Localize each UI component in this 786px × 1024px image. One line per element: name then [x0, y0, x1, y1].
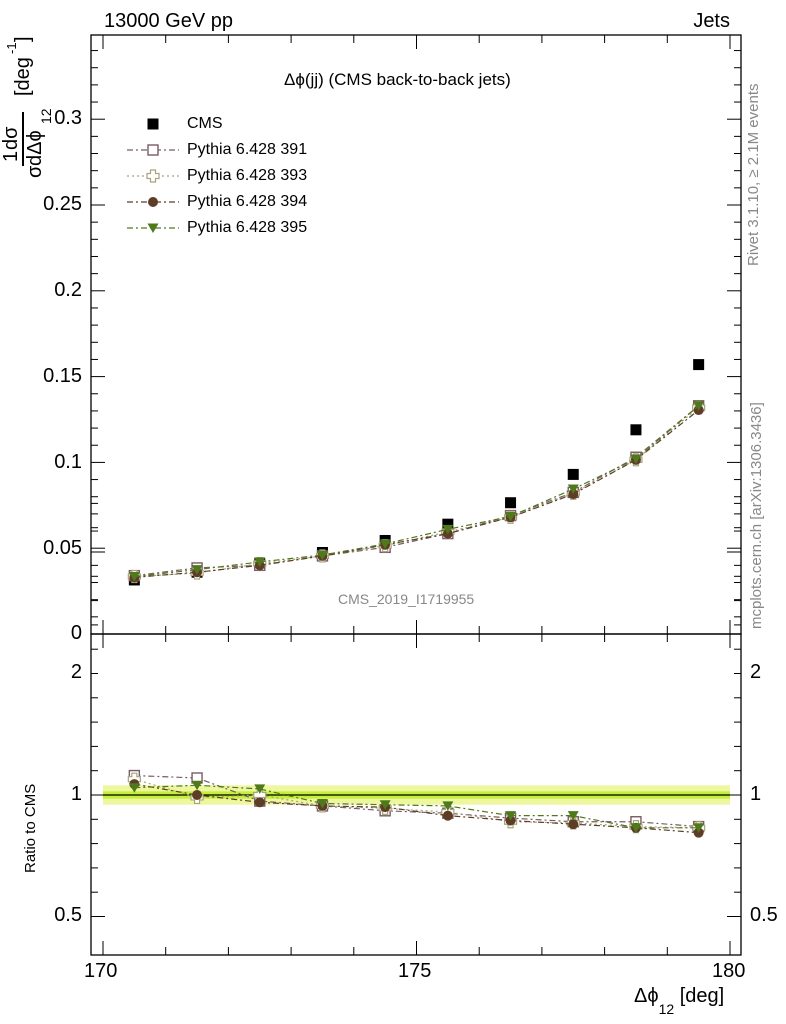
analysis-watermark: CMS_2019_I1719955	[338, 591, 475, 607]
legend-marker	[147, 223, 159, 233]
ratio-y-tick-label-right: 1	[750, 783, 762, 805]
ratio-data-point	[128, 783, 140, 793]
series-line	[134, 407, 700, 578]
chart-title: Δϕ(jj) (CMS back-to-back jets)	[284, 70, 511, 89]
ratio-data-point	[568, 819, 579, 830]
legend-label-395: Pythia 6.428 395	[187, 219, 308, 236]
legend-marker	[147, 118, 159, 130]
y-label-unit-exp: -1	[4, 42, 19, 54]
legend-marker	[146, 169, 160, 183]
y-label-num: 1	[0, 150, 22, 162]
ratio-data-point	[693, 823, 705, 833]
ratio-data-point	[192, 790, 203, 800]
ratio-y-tick-label: 2	[70, 661, 82, 683]
data-point	[505, 511, 517, 522]
y-tick-label: 0.15	[43, 365, 82, 387]
ratio-series-line	[134, 783, 699, 834]
legend-label-394: Pythia 6.428 394	[187, 193, 308, 210]
legend-label-391: Pythia 6.428 391	[187, 141, 308, 158]
ratio-data-point	[442, 801, 454, 811]
data-point	[630, 454, 642, 464]
ratio-data-point	[254, 784, 266, 794]
ratio-y-tick-label: 0.5	[54, 904, 82, 926]
data-point	[316, 550, 328, 561]
x-label-main: Δϕ	[634, 985, 659, 1007]
data-point	[693, 401, 705, 411]
ratio-data-point	[567, 811, 579, 821]
ratio-series-line	[134, 778, 699, 829]
y-axis-label: 1 dσ σ dΔϕ 12 [deg -1 ]	[0, 28, 54, 178]
legend-marker	[147, 144, 159, 156]
legend-label-cms: CMS	[187, 115, 223, 132]
data-point	[254, 557, 266, 567]
ratio-data-point	[630, 823, 642, 833]
ratio-data-point	[316, 799, 328, 809]
y-tick-label: 0.3	[54, 107, 82, 129]
y-tick-label: 0.25	[43, 193, 82, 215]
y-label-dsigma: dσ	[0, 126, 22, 150]
data-point	[567, 468, 579, 480]
legend-label-393: Pythia 6.428 393	[187, 167, 308, 184]
mcplots-info: mcplots.cern.ch [arXiv:1306.3436]	[748, 402, 765, 629]
y-label-sub: 12	[38, 108, 54, 124]
x-label-unit: [deg]	[679, 985, 725, 1007]
series-line	[134, 405, 700, 577]
ratio-data-point	[379, 800, 391, 810]
y-tick-label: 0.1	[54, 451, 82, 473]
ratio-y-tick-label-right: 2	[750, 661, 762, 683]
data-point	[442, 518, 454, 530]
x-tick-label: 175	[398, 960, 432, 982]
data-point	[191, 565, 203, 575]
x-tick-label: 170	[84, 960, 118, 982]
y-tick-label: 0	[70, 622, 82, 644]
ratio-y-tick-label: 1	[70, 783, 82, 805]
data-point	[505, 497, 517, 509]
ratio-panel	[90, 502, 742, 956]
header-jets-label: Jets	[693, 10, 730, 32]
main-panel	[90, 34, 742, 635]
header-energy-label: 13000 GeV pp	[104, 10, 233, 32]
y-label-unit: [deg	[12, 57, 34, 96]
ratio-y-axis-label: Ratio to CMS	[22, 783, 39, 873]
data-point	[693, 359, 705, 371]
ratio-data-point	[442, 810, 453, 821]
series-line	[134, 409, 700, 578]
data-point	[128, 572, 140, 582]
rivet-info: Rivet 3.1.10, ≥ 2.1M events	[745, 83, 762, 267]
ratio-y-tick-label-right: 0.5	[750, 904, 778, 926]
y-label-sigma: σ	[24, 165, 46, 178]
x-label-sub: 12	[658, 1001, 675, 1017]
legend-marker	[148, 197, 158, 207]
ratio-data-point	[505, 811, 517, 821]
ratio-series-line	[134, 784, 699, 829]
data-point	[442, 524, 454, 535]
series-line	[134, 405, 700, 578]
data-point	[568, 489, 579, 500]
data-point	[630, 424, 642, 436]
data-point	[567, 484, 579, 494]
ratio-data-point	[191, 780, 203, 791]
legend-markers	[127, 118, 179, 233]
y-label-unit-close: ]	[12, 36, 34, 42]
ratio-data-point	[254, 797, 265, 808]
y-label-ddphi: dΔϕ	[24, 130, 46, 166]
data-point	[379, 539, 391, 549]
x-axis-label: Δϕ12 [deg]	[634, 985, 725, 1017]
x-tick-label: 180	[712, 960, 746, 982]
y-tick-label: 0.05	[43, 537, 82, 559]
y-tick-label: 0.2	[54, 279, 82, 301]
